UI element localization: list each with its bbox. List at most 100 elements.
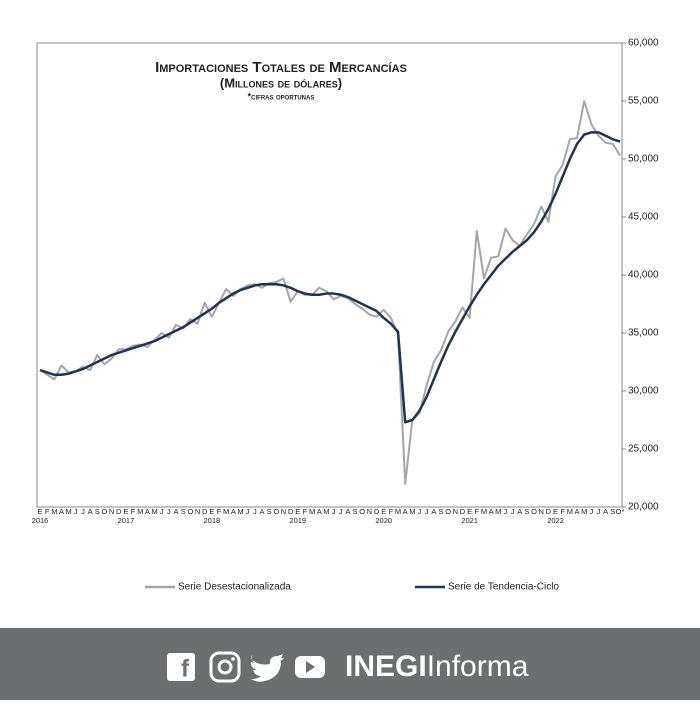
y-tick-label: 25,000 (628, 444, 659, 455)
x-tick-label: S (95, 507, 100, 516)
x-tick-label: J (339, 507, 343, 516)
x-tick-label: M (237, 507, 243, 516)
x-tick-label: D (546, 507, 552, 516)
year-label: 2017 (118, 516, 135, 525)
brand-suffix: Informa (427, 650, 529, 683)
year-label: 2022 (547, 516, 564, 525)
x-tick-label: S (181, 507, 186, 516)
x-tick-label: F (45, 507, 50, 516)
x-tick-label: J (167, 507, 171, 516)
x-tick-label: A (345, 507, 350, 516)
year-label: 2016 (32, 516, 49, 525)
brand: INEGI (345, 650, 427, 683)
x-tick-label: A (174, 507, 179, 516)
x-tick-label: N (539, 507, 544, 516)
y-tick-label: 20,000 (628, 502, 659, 513)
x-tick-label: S (438, 507, 443, 516)
x-tick-label: A (231, 507, 236, 516)
x-tick-label: N (367, 507, 372, 516)
x-tick-label: M (66, 507, 72, 516)
y-tick-label: 60,000 (628, 38, 659, 49)
x-tick-label: F (217, 507, 222, 516)
x-tick-label: E (209, 507, 214, 516)
x-tick-label: M (151, 507, 157, 516)
x-tick-label: A (517, 507, 522, 516)
x-tick-label: J (425, 507, 429, 516)
x-tick-label: N (109, 507, 114, 516)
x-tick-label: J (597, 507, 601, 516)
x-tick-label: M (567, 507, 573, 516)
y-tick-label: 30,000 (628, 386, 659, 397)
x-tick-label: O (445, 507, 451, 516)
x-tick-label: J (511, 507, 515, 516)
x-tick-label: M (581, 507, 587, 516)
x-tick-label: A (489, 507, 494, 516)
x-tick-label: N (195, 507, 200, 516)
x-tick-label: J (253, 507, 257, 516)
x-tick-label: O (102, 507, 108, 516)
x-tick-label: J (418, 507, 422, 516)
x-tick-label: J (589, 507, 593, 516)
x-tick-label: M (395, 507, 401, 516)
x-tick-label: N (453, 507, 458, 516)
x-tick-label: A (259, 507, 264, 516)
x-tick-label: D (116, 507, 122, 516)
x-tick-label: S (524, 507, 529, 516)
x-tick-label: F (560, 507, 565, 516)
legend-label: Serie de Tendencia-Ciclo (448, 582, 559, 593)
x-tick-label: J (160, 507, 164, 516)
x-tick-label: E (37, 507, 42, 516)
x-tick-label: A (431, 507, 436, 516)
x-tick-label: M (481, 507, 487, 516)
chart-title: Importaciones Totales de Mercancías (155, 59, 407, 76)
x-tick-label: O (359, 507, 365, 516)
x-tick-label: O (531, 507, 537, 516)
footer-brand: INEGIInforma (345, 650, 529, 683)
x-tick-label: M (409, 507, 415, 516)
chart-subtitle: (Millones de dólares) (220, 75, 342, 90)
x-tick-label: A (59, 507, 64, 516)
x-tick-label: D (288, 507, 294, 516)
x-tick-label: A (403, 507, 408, 516)
series-line (39, 131, 621, 424)
x-tick-label: M (309, 507, 315, 516)
x-tick-label: A (145, 507, 150, 516)
plot-frame (36, 42, 623, 508)
y-tick-label: 55,000 (628, 96, 659, 107)
x-tick-label: A (88, 507, 93, 516)
y-tick-label: 50,000 (628, 154, 659, 165)
x-tick-label: J (246, 507, 250, 516)
x-tick-label: M (51, 507, 57, 516)
x-tick-label: M (495, 507, 501, 516)
footer-bar (0, 628, 700, 700)
x-tick-label: J (332, 507, 336, 516)
x-tick-label: N (281, 507, 286, 516)
x-tick-label: A (317, 507, 322, 516)
x-tick-label: J (74, 507, 78, 516)
x-tick-label: O* (616, 507, 625, 516)
x-tick-label: S (353, 507, 358, 516)
x-tick-label: F (389, 507, 394, 516)
x-tick-label: E (295, 507, 300, 516)
x-tick-label: F (474, 507, 479, 516)
x-tick-label: S (267, 507, 272, 516)
year-label: 2020 (375, 516, 392, 525)
x-tick-label: D (460, 507, 466, 516)
x-tick-label: E (553, 507, 558, 516)
year-label: 2018 (204, 516, 221, 525)
year-label: 2021 (461, 516, 478, 525)
x-tick-label: E (123, 507, 128, 516)
year-label: 2019 (289, 516, 306, 525)
y-tick-label: 40,000 (628, 270, 659, 281)
legend-label: Serie Desestacionalizada (178, 582, 291, 593)
chart-note: *cifras oportunas (248, 91, 315, 101)
x-tick-label: O (273, 507, 279, 516)
x-tick-label: D (374, 507, 380, 516)
series-line (39, 100, 621, 485)
x-tick-label: E (381, 507, 386, 516)
y-tick-label: 35,000 (628, 328, 659, 339)
y-tick-label: 45,000 (628, 212, 659, 223)
x-tick-label: M (137, 507, 143, 516)
x-tick-label: F (131, 507, 136, 516)
